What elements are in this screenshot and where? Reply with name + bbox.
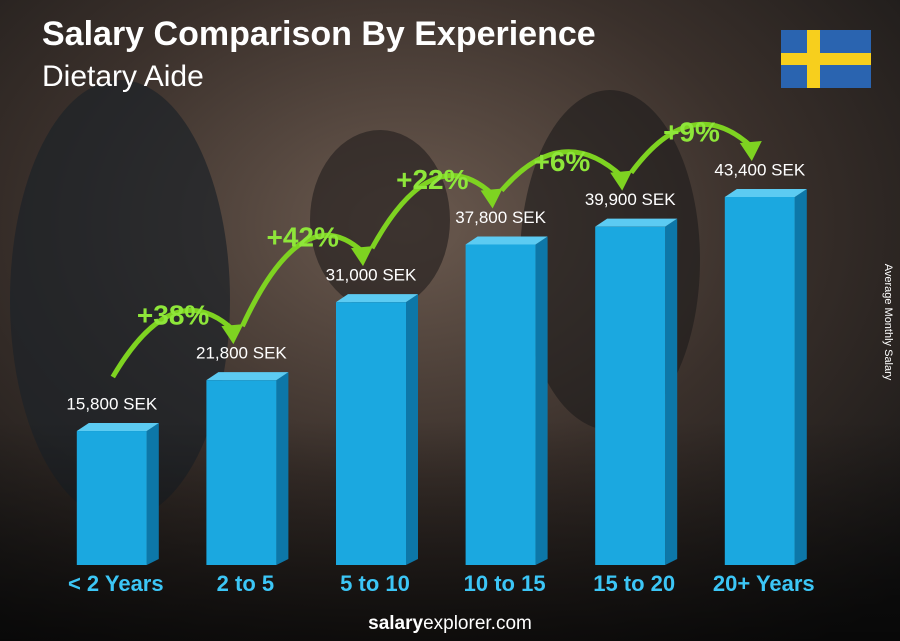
bar-group	[206, 372, 289, 565]
bar-side	[146, 423, 159, 565]
bar-top	[206, 372, 289, 381]
footer-brand: salary	[368, 613, 423, 634]
change-arrow	[499, 149, 624, 193]
bar-top	[724, 189, 807, 197]
y-axis-label: Average Monthly Salary	[882, 264, 894, 381]
value-label: 37,800 SEK	[455, 208, 546, 227]
bar-side	[276, 372, 289, 565]
change-arrowhead	[480, 188, 503, 209]
bar-group	[465, 236, 548, 565]
bar	[465, 244, 536, 565]
x-tick-label: 2 to 5	[217, 571, 274, 596]
bar-group	[336, 294, 418, 565]
change-arrow	[629, 121, 754, 175]
x-tick-label: 10 to 15	[464, 571, 546, 596]
flag	[781, 30, 871, 88]
chart-title: Salary Comparison By Experience	[42, 15, 596, 53]
bar	[206, 380, 277, 565]
bar	[336, 302, 406, 565]
change-arrowhead	[221, 324, 244, 345]
bar	[724, 197, 795, 565]
bar-side	[794, 189, 807, 565]
change-label: +38%	[137, 300, 209, 331]
bar-side	[665, 218, 678, 565]
footer-domain: explorer.com	[423, 613, 532, 634]
change-label: +22%	[396, 164, 468, 195]
change-arrowhead	[351, 246, 373, 267]
bar-group	[724, 189, 807, 565]
value-label: 21,800 SEK	[196, 344, 287, 363]
background-figure	[10, 80, 230, 520]
change-arrowhead	[610, 170, 633, 191]
change-label: +42%	[266, 222, 338, 253]
bar-top	[336, 294, 418, 303]
bar-side	[535, 236, 548, 565]
background-figure	[310, 130, 450, 310]
value-label: 39,900 SEK	[585, 190, 676, 209]
bar-side	[406, 294, 418, 565]
change-label: +9%	[663, 116, 720, 147]
x-tick-label: 20+ Years	[713, 571, 815, 596]
change-arrow	[369, 173, 495, 250]
change-arrow	[240, 232, 365, 328]
bar-group	[595, 218, 678, 565]
value-label: 15,800 SEK	[66, 395, 157, 414]
flag-cross	[781, 53, 871, 65]
bar-top	[76, 423, 159, 432]
x-tick-label: < 2 Years	[68, 571, 164, 596]
bar	[76, 431, 147, 565]
change-arrowhead	[739, 141, 762, 161]
change-arrow	[110, 307, 236, 379]
footer: salaryexplorer.com	[368, 613, 532, 634]
chart-subtitle: Dietary Aide	[42, 60, 204, 93]
x-tick-label: 15 to 20	[593, 571, 675, 596]
value-label: 43,400 SEK	[714, 160, 805, 179]
x-tick-label: 5 to 10	[340, 571, 410, 596]
value-label: 31,000 SEK	[326, 266, 417, 285]
bar-top	[465, 236, 548, 245]
change-label: +6%	[533, 146, 590, 177]
bar-group	[76, 423, 159, 565]
bar-top	[595, 218, 678, 227]
bar	[595, 226, 666, 565]
